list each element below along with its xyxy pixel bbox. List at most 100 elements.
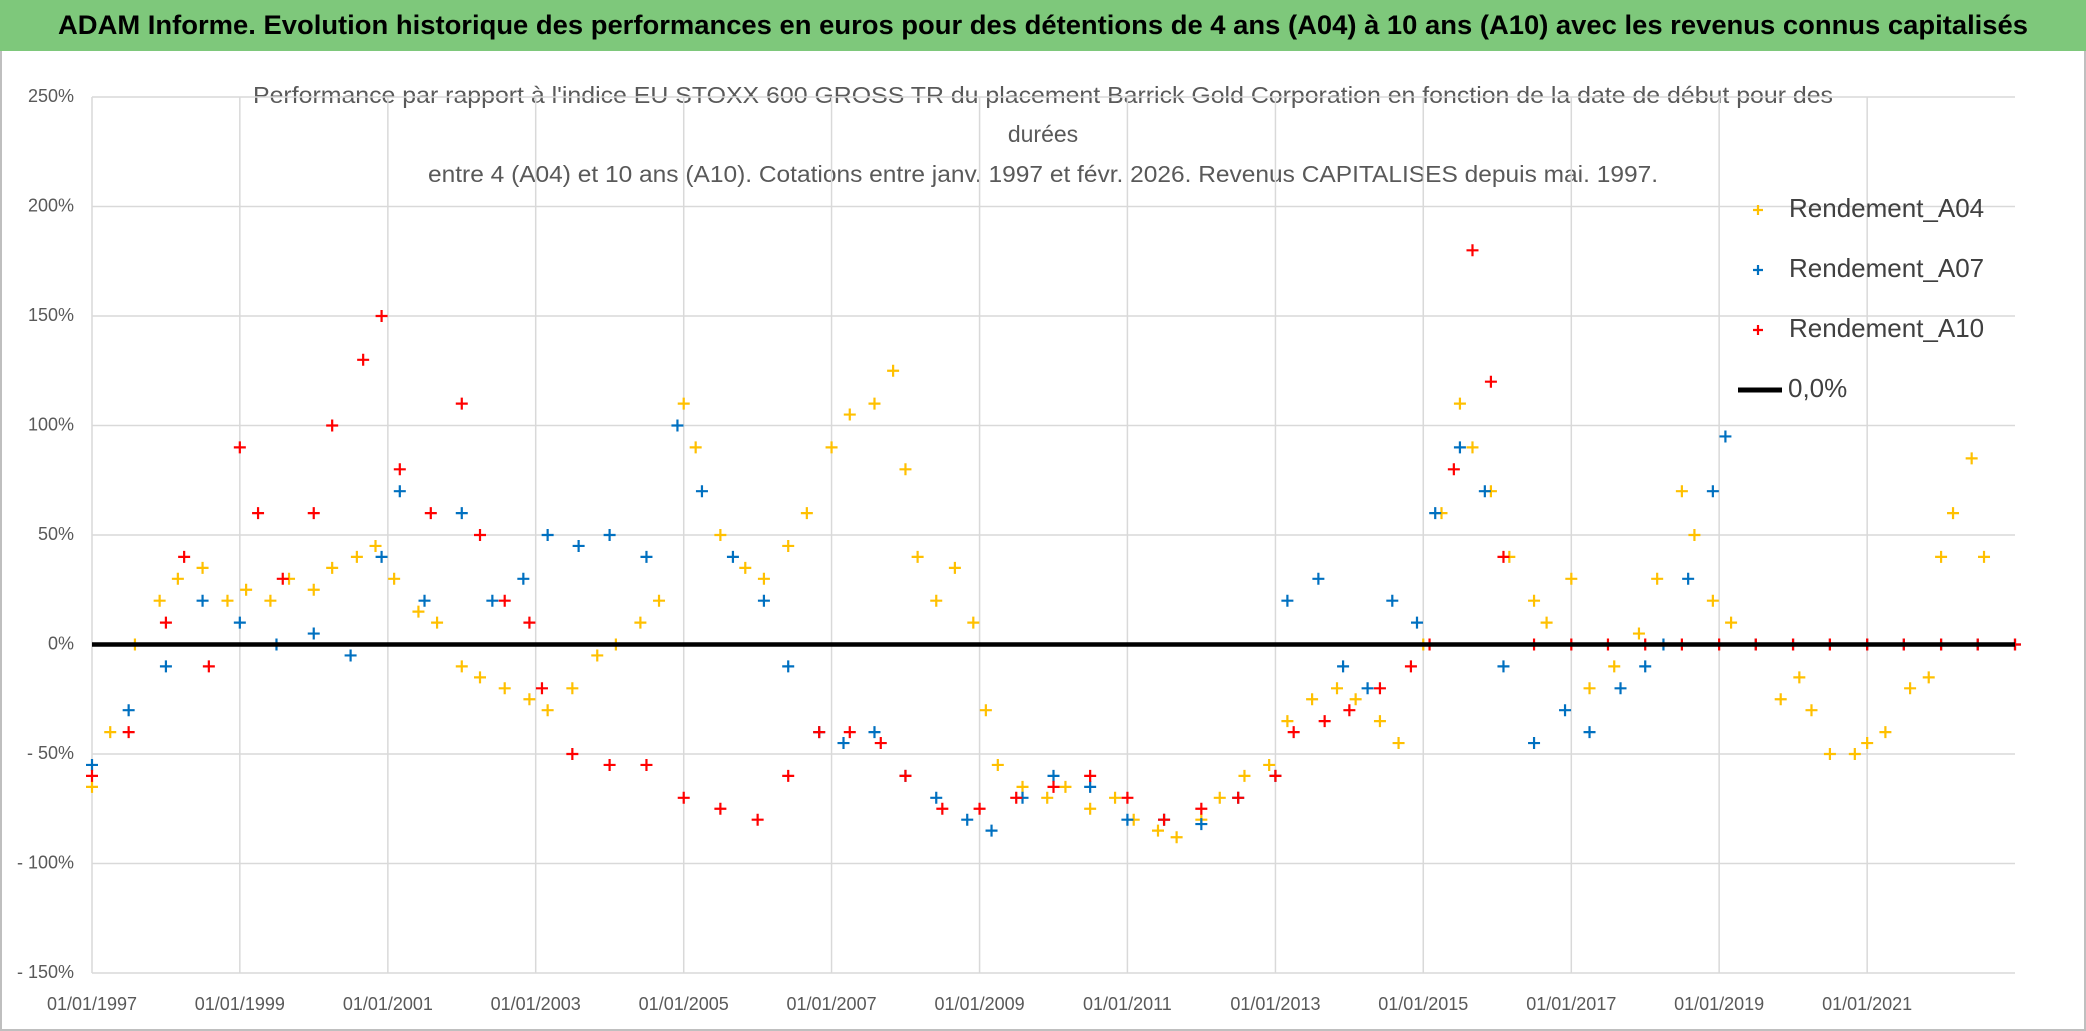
data-point [159,616,172,629]
data-point [159,660,172,673]
data-point [1121,813,1134,826]
data-point [1848,748,1861,760]
data-point [86,769,98,782]
data-point [393,463,406,476]
data-point [1151,824,1164,837]
legend-marker [1753,205,1763,215]
data-point [523,693,536,706]
data-point [474,671,487,684]
data-point [307,507,320,520]
data-point [930,594,943,607]
data-point [782,539,795,552]
data-point [726,550,739,563]
data-point [1337,660,1350,673]
x-tick-label: 01/01/2011 [1083,994,1172,1014]
data-point [1484,375,1497,388]
data-point [1041,791,1054,804]
data-point [1232,791,1245,804]
data-point [86,758,98,771]
data-point [1016,780,1029,793]
x-tick-label: 01/01/2019 [1674,994,1764,1014]
data-point [634,616,647,629]
data-point [1158,813,1171,826]
data-point [843,726,856,739]
y-tick-label: 0% [48,633,74,653]
data-point [486,594,499,607]
data-point [677,397,690,410]
data-point [1793,671,1806,684]
data-point [535,682,548,695]
data-point [1213,791,1226,804]
data-point [122,704,135,717]
data-point [948,561,961,574]
data-point [1453,441,1466,454]
series [86,419,2021,837]
data-point [640,550,653,563]
data-point [1281,715,1294,728]
data-point [221,594,234,607]
y-tick-label: - 100% [17,852,74,872]
data-point [240,583,253,596]
y-tick-label: 150% [28,305,74,325]
data-point [350,550,363,563]
data-point [1466,441,1479,454]
data-point [991,758,1004,771]
data-point [825,441,838,454]
data-point [1429,507,1442,520]
data-point [782,660,795,673]
data-point [1861,737,1874,750]
data-point [1639,660,1652,673]
data-point [1343,704,1356,717]
data-point [1497,550,1510,563]
data-point [455,507,468,520]
data-point [1719,430,1732,443]
data-point [264,594,277,607]
data-point [1583,726,1596,739]
data-point [455,397,468,410]
data-point [375,550,388,563]
data-point [1084,780,1097,793]
data-point [233,441,246,454]
data-point [431,616,444,629]
x-tick-label: 01/01/2013 [1230,994,1320,1014]
data-point [178,550,191,563]
data-point [566,682,579,695]
data-point [1373,682,1386,695]
data-point [1706,485,1719,498]
data-point [1947,507,1960,520]
x-tick-label: 01/01/2001 [343,994,433,1014]
data-point [1010,791,1023,804]
data-point [800,507,813,520]
data-point [1632,627,1645,640]
data-point [326,419,339,432]
data-point [757,594,770,607]
data-point [868,726,881,739]
data-point [1195,802,1208,815]
data-point [961,813,974,826]
data-point [603,529,616,541]
data-point [1565,572,1578,585]
data-point [1287,726,1300,739]
data-point [843,408,856,421]
y-tick-label: 50% [38,524,74,544]
data-point [1084,802,1097,815]
data-point [171,572,184,585]
data-point [1706,594,1719,607]
data-point [1922,671,1935,684]
data-point [1306,693,1319,706]
data-point [1238,769,1251,782]
data-point [1047,769,1060,782]
data-point [899,463,912,476]
data-point [1935,550,1948,563]
data-point [498,594,511,607]
y-tick-label: - 150% [17,962,74,982]
data-point [1774,693,1787,706]
data-point [86,780,98,793]
legend-label: Rendement_A10 [1789,313,1984,343]
series [86,244,2021,826]
x-tick-label: 01/01/2017 [1526,994,1616,1014]
data-point [1059,780,1072,793]
data-point [1121,791,1134,804]
banner-bg [0,0,2086,51]
data-point [714,529,727,541]
